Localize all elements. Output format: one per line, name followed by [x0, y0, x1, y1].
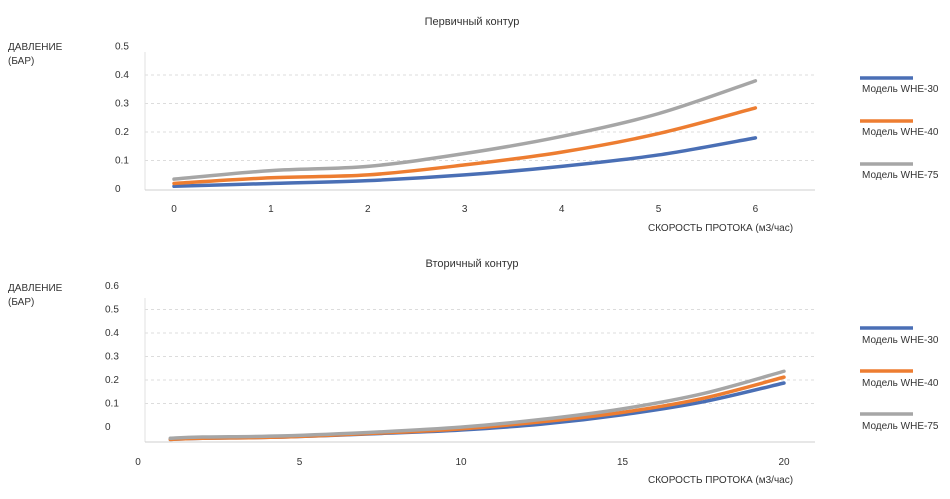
y-tick-label: 0	[115, 184, 121, 195]
x-tick-label: 2	[365, 204, 371, 215]
legend-label-2: Модель WHE-40	[862, 127, 939, 138]
y-tick-label: 0.5	[105, 305, 119, 316]
x-axis-label: СКОРОСТЬ ПРОТОКА (м3/час)	[648, 475, 793, 486]
x-tick-label: 3	[462, 204, 468, 215]
x-tick-label: 10	[455, 457, 467, 468]
x-axis-label: СКОРОСТЬ ПРОТОКА (м3/час)	[648, 223, 793, 234]
x-tick-label: 20	[778, 457, 790, 468]
series-line-3	[172, 79, 758, 181]
y-axis-label: ДАВЛЕНИЕ	[8, 283, 63, 294]
x-tick-label: 15	[617, 457, 629, 468]
y-tick-label: 0.5	[115, 42, 129, 53]
legend-label-1: Модель WHE-30	[862, 84, 939, 95]
y-tick-label: 0.1	[105, 399, 119, 410]
chart-title: Вторичный контур	[426, 258, 519, 270]
y-axis-label: ДАВЛЕНИЕ	[8, 42, 63, 53]
legend-label-2: Модель WHE-40	[862, 378, 939, 389]
x-tick-label: 1	[268, 204, 274, 215]
y-tick-label: 0.4	[105, 328, 119, 339]
legend-label-1: Модель WHE-30	[862, 335, 939, 346]
series-line-2	[172, 106, 758, 186]
y-tick-label: 0.3	[105, 352, 119, 363]
legend-label-3: Модель WHE-75	[862, 170, 939, 181]
x-tick-label: 0	[171, 204, 177, 215]
series-line-1	[168, 381, 786, 442]
y-axis-label-unit: (БАР)	[8, 297, 34, 308]
y-tick-label: 0.4	[115, 70, 129, 81]
series-line-1	[172, 136, 758, 189]
x-tick-label: 4	[559, 204, 565, 215]
y-tick-label: 0.1	[115, 156, 129, 167]
y-tick-label: 0.2	[105, 375, 119, 386]
y-tick-label: 0.2	[115, 127, 129, 138]
chart-title: Первичный контур	[425, 16, 520, 28]
y-tick-label: 0	[105, 422, 111, 433]
x-tick-label: 6	[753, 204, 759, 215]
x-tick-label: 5	[297, 457, 303, 468]
x-tick-label: 0	[135, 457, 141, 468]
legend-label-3: Модель WHE-75	[862, 421, 939, 432]
y-tick-label: 0.3	[115, 99, 129, 110]
series-line-3	[168, 369, 786, 440]
x-tick-label: 5	[656, 204, 662, 215]
y-axis-label-unit: (БАР)	[8, 56, 34, 67]
y-tick-label: 0.6	[105, 281, 119, 292]
